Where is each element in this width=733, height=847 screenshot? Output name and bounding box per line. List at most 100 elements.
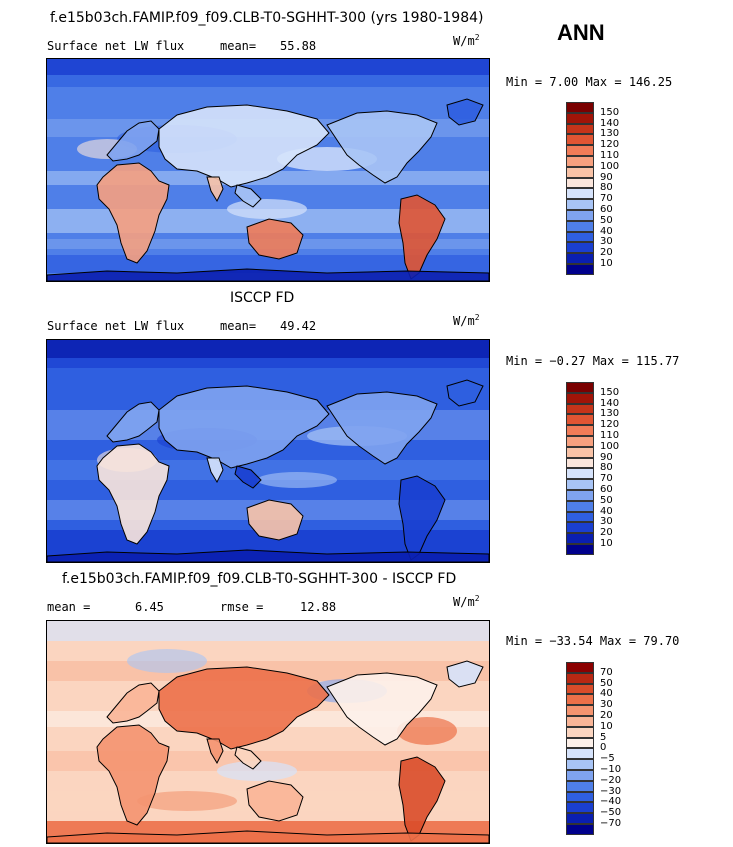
coastline-greenland <box>446 98 484 126</box>
colorbar-tick-label: 140 <box>600 117 620 129</box>
colorbar-swatch <box>566 199 594 210</box>
colorbar-tick-label: 120 <box>600 139 620 151</box>
colorbar-swatch <box>566 802 594 814</box>
colorbar-swatch <box>566 253 594 264</box>
colorbar-swatch <box>566 672 594 684</box>
colorbar-swatch <box>566 392 594 404</box>
colorbar-swatch <box>566 705 594 716</box>
colorbar-swatch <box>566 112 594 124</box>
panel-1-mean-value: 55.88 <box>280 39 317 53</box>
colorbar-tick-label: 50 <box>600 494 613 506</box>
colorbar-tick-label: 50 <box>600 677 613 689</box>
colorbar-swatch <box>566 468 594 480</box>
colorbar-tick-label: −50 <box>600 807 622 819</box>
coastline-india <box>206 457 224 484</box>
colorbar-swatch <box>566 446 594 458</box>
panel-2-colorbar: 150 140 130 120 110 100 90 80 70 60 50 40 30 20 10 <box>566 382 619 555</box>
colorbar-swatch <box>566 813 594 824</box>
colorbar-tick-label: 120 <box>600 419 620 431</box>
colorbar-swatch <box>566 748 594 760</box>
colorbar-tick-label: 70 <box>600 193 613 205</box>
colorbar-tick-label: 10 <box>600 720 613 732</box>
colorbar-swatch <box>566 694 594 706</box>
panel-2-map <box>46 339 490 563</box>
colorbar-swatch <box>566 177 594 189</box>
colorbar-swatch <box>566 533 594 544</box>
colorbar-tick-label: 130 <box>600 128 620 140</box>
colorbar-tick-label: 20 <box>600 710 613 721</box>
colorbar-tick-label: −40 <box>600 796 622 808</box>
colorbar-tick-label: 70 <box>600 473 613 485</box>
coastline-samerica <box>398 756 446 842</box>
colorbar-tick-label: 100 <box>600 440 620 452</box>
coastline-asia <box>158 104 330 188</box>
coastline-australia <box>246 780 304 822</box>
panel-1-mean-label: mean= <box>220 39 257 53</box>
panel-2-mean-value: 49.42 <box>280 319 317 333</box>
coastline-australia <box>246 499 304 541</box>
panel-3-map <box>46 620 490 844</box>
colorbar-swatch <box>566 145 594 156</box>
colorbar-swatch <box>566 263 594 275</box>
colorbar-swatch <box>566 791 594 803</box>
coastline-africa <box>96 724 170 826</box>
panel-3-units: W/m2 <box>453 594 480 609</box>
colorbar-swatch <box>566 737 594 749</box>
colorbar-swatch <box>566 543 594 555</box>
field-blob <box>227 199 307 219</box>
panel-3-title: f.e15b03ch.FAMIP.f09_f09.CLB-T0-SGHHT-30… <box>62 571 457 587</box>
field-band <box>47 59 489 75</box>
colorbar-tick-label: 10 <box>600 538 613 549</box>
field-blob <box>137 791 237 811</box>
colorbar-swatch <box>566 414 594 426</box>
colorbar-tick-label: 150 <box>600 386 620 398</box>
colorbar-tick-label: 10 <box>600 258 613 269</box>
colorbar-swatch <box>566 457 594 469</box>
panel-3-rmse-label: rmse = <box>220 600 264 614</box>
colorbar-tick-label: 60 <box>600 484 613 495</box>
colorbar-tick-label: 40 <box>600 225 613 237</box>
coastline-greenland <box>446 660 484 688</box>
field-band <box>47 255 489 273</box>
field-blob <box>257 472 337 488</box>
colorbar-tick-label: 0 <box>600 742 607 754</box>
panel-1-map <box>46 58 490 282</box>
colorbar-swatch <box>566 209 594 221</box>
coastline-africa <box>96 162 170 264</box>
coastline-asia <box>158 385 330 469</box>
colorbar-tick-label: 50 <box>600 214 613 226</box>
colorbar-tick-label: 30 <box>600 236 613 248</box>
colorbar-swatch <box>566 382 594 393</box>
panel-3-mean-label: mean = <box>47 600 91 614</box>
colorbar-swatch <box>566 425 594 436</box>
panel-1-colorbar: 150 140 130 120 110 100 90 80 70 60 50 40 30 20 10 <box>566 102 619 275</box>
colorbar-swatch <box>566 155 594 167</box>
colorbar-tick-label: 140 <box>600 397 620 409</box>
season-label: ANN <box>557 20 605 45</box>
coastline-india <box>206 176 224 203</box>
coastline-antarctica <box>47 268 489 281</box>
colorbar-tick-label: 5 <box>600 731 607 743</box>
panel-1-variable-label: Surface net LW flux <box>47 39 185 53</box>
field-band <box>47 621 489 641</box>
colorbar-swatch <box>566 511 594 523</box>
colorbar-swatch <box>566 726 594 738</box>
coastline-asia <box>158 666 330 750</box>
field-band <box>47 340 489 358</box>
colorbar-swatch <box>566 134 594 146</box>
panel-2-title: ISCCP FD <box>230 290 295 306</box>
panel-1-title: f.e15b03ch.FAMIP.f09_f09.CLB-T0-SGHHT-30… <box>50 10 484 26</box>
colorbar-swatch <box>566 102 594 113</box>
coastline-australia <box>246 218 304 260</box>
panel-2-units: W/m2 <box>453 313 480 328</box>
colorbar-tick-label: 90 <box>600 451 613 463</box>
colorbar-swatch <box>566 522 594 534</box>
coastline-africa <box>96 443 170 545</box>
colorbar-tick-label: 110 <box>600 150 620 161</box>
colorbar-tick-label: 80 <box>600 182 613 194</box>
coastline-namerica <box>326 391 438 465</box>
colorbar-tick-label: 40 <box>600 688 613 700</box>
colorbar-tick-label: 20 <box>600 247 613 259</box>
colorbar-swatch <box>566 166 594 178</box>
coastline-europe <box>106 401 160 443</box>
